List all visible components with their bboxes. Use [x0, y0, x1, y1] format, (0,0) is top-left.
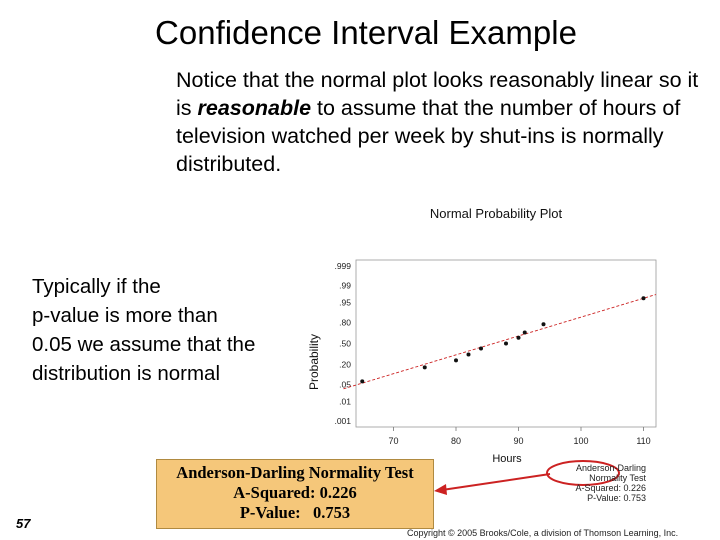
- typically-line-4: distribution is normal: [32, 362, 220, 385]
- typically-note: Typically if the p-value is more than 0.…: [32, 272, 302, 388]
- y-tick-label: .01: [339, 397, 351, 407]
- data-point: [516, 335, 521, 340]
- y-tick-label: .05: [339, 380, 351, 390]
- normal-probability-plot: Normal Probability Plot .999 .99 .95 .80 .50…: [307, 206, 657, 465]
- ad-box-line-1: Anderson-Darling Normality Test: [176, 463, 414, 482]
- notice-text-2: to assume that the number of hours of te…: [176, 96, 681, 176]
- y-axis-label: Probability: [307, 334, 321, 390]
- notice-text-1: Notice that the normal plot looks reason…: [176, 68, 699, 120]
- notice-paragraph: Notice that the normal plot looks reason…: [176, 66, 716, 178]
- data-points: [360, 296, 646, 384]
- y-tick-label: .001: [334, 416, 351, 426]
- typically-line-2: p-value is more than: [32, 304, 218, 327]
- ad-box-line-2: A-Squared: 0.226: [233, 483, 357, 502]
- small-box-line-3: P-Value: 0.753: [587, 493, 646, 503]
- y-tick-label: .95: [339, 297, 351, 307]
- y-tick-label: .99: [339, 280, 351, 290]
- data-point: [641, 296, 646, 301]
- data-point: [466, 352, 471, 357]
- ad-box-line-3: P-Value: 0.753: [239, 503, 351, 522]
- x-tick-label: 100: [573, 436, 588, 446]
- plot-frame: [355, 259, 657, 428]
- small-box-line-2: A-Squared: 0.226: [575, 483, 646, 493]
- data-point: [479, 346, 483, 351]
- data-point: [454, 358, 458, 363]
- data-point: [541, 322, 546, 327]
- slide-number: 57: [16, 516, 31, 531]
- fit-line: [343, 294, 657, 390]
- chart-normality-test-box: Anderson-Darling Normality Test A-Square…: [546, 463, 646, 503]
- slide-title: Confidence Interval Example: [155, 14, 577, 51]
- data-point: [360, 379, 365, 384]
- x-tick-label: 110: [636, 436, 650, 446]
- y-tick-label: .50: [339, 339, 351, 349]
- typically-line-3: 0.05 we assume that the: [32, 333, 256, 356]
- notice-emphasis: reasonable: [197, 96, 312, 120]
- anderson-darling-callout: Anderson-Darling Normality Test A-Square…: [156, 459, 434, 529]
- typically-line-1: Typically if the: [32, 275, 161, 298]
- x-tick-label: 70: [388, 436, 398, 446]
- copyright-notice: Copyright © 2005 Brooks/Cole, a division…: [407, 528, 679, 538]
- chart-title: Normal Probability Plot: [430, 206, 563, 221]
- x-axis-label: Hours: [492, 453, 522, 465]
- x-tick-label: 90: [513, 436, 523, 446]
- x-tick-label: 80: [451, 436, 461, 446]
- data-point: [522, 330, 527, 335]
- y-tick-label: .999: [334, 261, 351, 271]
- data-point: [422, 365, 427, 370]
- x-axis-ticks: 70 80 90 100 110: [388, 427, 651, 446]
- y-tick-label: .20: [339, 360, 351, 370]
- small-box-line-1: Anderson-Darling Normality Test: [575, 463, 646, 483]
- pointer-arrow: [434, 460, 620, 495]
- data-point: [504, 341, 508, 346]
- y-axis-ticks: .999 .99 .95 .80 .50 .20 .05 .01 .001: [334, 261, 351, 426]
- y-tick-label: .80: [339, 317, 351, 327]
